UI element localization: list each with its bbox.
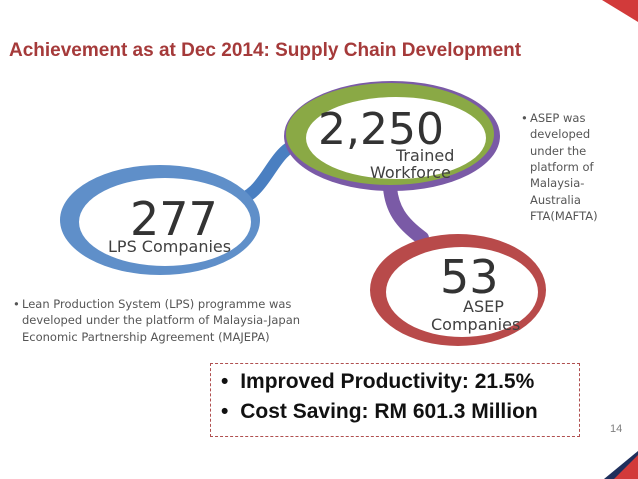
asep-note: • ASEP was developed under the platform … bbox=[521, 110, 630, 224]
asep-note-line: platform of bbox=[530, 159, 594, 174]
lps-ring-inner bbox=[79, 178, 251, 266]
highlight-text: Improved Productivity: 21.5% bbox=[240, 370, 535, 393]
highlight-item-productivity: • Improved Productivity: 21.5% bbox=[221, 370, 534, 394]
asep-ring-inner bbox=[386, 247, 538, 337]
asep-note-bullet: • bbox=[521, 111, 528, 125]
lps-note-line: Economic Partnership Agreement (MAJEPA) bbox=[22, 329, 270, 344]
asep-note-line: under the bbox=[530, 143, 587, 158]
trained-workforce-label-line2: Workforce bbox=[370, 163, 451, 182]
asep-note-line: FTA(MAFTA) bbox=[530, 208, 598, 223]
asep-note-line: developed bbox=[530, 127, 591, 142]
highlight-item-cost-saving: • Cost Saving: RM 601.3 Million bbox=[221, 400, 538, 424]
lps-note: • Lean Production System (LPS) programme… bbox=[13, 296, 342, 345]
asep-note-line: Australia bbox=[530, 192, 581, 207]
trained-workforce-label-line1: Trained bbox=[396, 146, 455, 165]
corner-decoration-bottom bbox=[604, 451, 638, 479]
lps-note-bullet: • bbox=[13, 297, 20, 311]
lps-note-line: developed under the platform of Malaysia… bbox=[22, 313, 301, 328]
lps-companies-number: 277 bbox=[130, 192, 218, 246]
asep-note-line: ASEP was bbox=[530, 111, 586, 125]
arrow-trained-to-asep bbox=[383, 181, 429, 245]
highlight-box: • Improved Productivity: 21.5% • Cost Sa… bbox=[210, 363, 580, 437]
asep-note-line: Malaysia- bbox=[530, 176, 585, 191]
trained-ring-inner bbox=[306, 97, 486, 179]
highlight-bullet: • bbox=[221, 370, 229, 393]
asep-companies-number: 53 bbox=[440, 250, 499, 304]
highlight-text: Cost Saving: RM 601.3 Million bbox=[240, 400, 538, 423]
asep-companies-label-line1: ASEP bbox=[463, 297, 504, 316]
corner-decoration-top bbox=[580, 0, 638, 22]
lps-note-line: Lean Production System (LPS) programme w… bbox=[22, 297, 292, 311]
trained-workforce-number: 2,250 bbox=[318, 104, 444, 155]
slide-title: Achievement as at Dec 2014: Supply Chain… bbox=[9, 40, 522, 61]
asep-companies-label-line2: Companies bbox=[431, 315, 521, 334]
page-number: 14 bbox=[610, 423, 623, 435]
corner-red-shape-bottom bbox=[614, 455, 638, 479]
highlight-bullet: • bbox=[221, 400, 229, 423]
corner-red-shape-top bbox=[602, 0, 638, 22]
lps-companies-label: LPS Companies bbox=[108, 237, 232, 256]
